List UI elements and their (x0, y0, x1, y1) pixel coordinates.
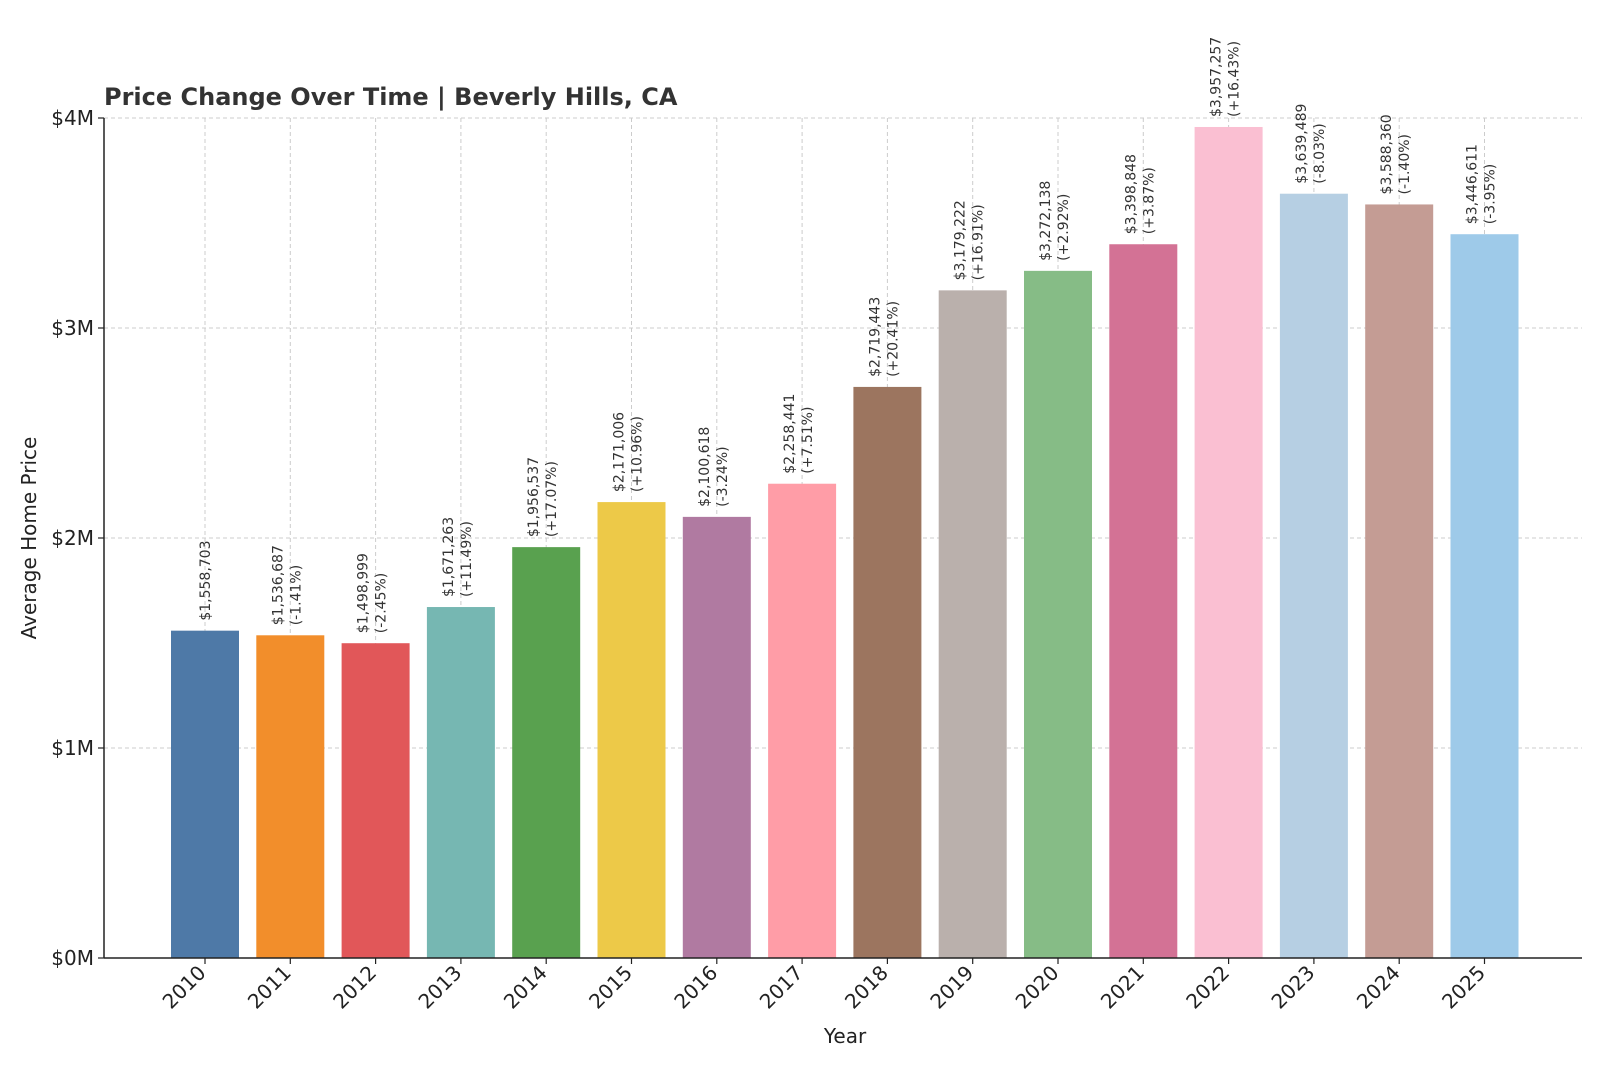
change-label-2020: (+2.92%) (1056, 194, 1072, 261)
bar-2016 (682, 516, 751, 958)
bar-2019 (938, 290, 1007, 958)
change-label-2019: (+16.91%) (971, 204, 987, 280)
change-label-2017: (+7.51%) (800, 407, 816, 474)
value-label-2020: $3,272,138 (1038, 181, 1054, 261)
change-label-2015: (+10.96%) (630, 416, 646, 492)
value-label-2011: $1,536,687 (270, 545, 286, 625)
x-tick-label-2023: 2023 (1266, 961, 1319, 1014)
value-label-2024: $3,588,360 (1379, 114, 1395, 194)
value-label-2016: $2,100,618 (697, 427, 713, 507)
bar-2010 (171, 630, 239, 958)
bar-2014 (512, 547, 581, 958)
bar-2022 (1194, 126, 1263, 959)
x-tick-label-2024: 2024 (1352, 961, 1405, 1014)
x-tick-label-2016: 2016 (669, 961, 722, 1014)
change-label-2013: (+11.49%) (459, 521, 475, 597)
change-label-2022: (+16.43%) (1227, 41, 1243, 117)
y-tick-label: $1M (51, 736, 94, 760)
value-label-2022: $3,957,257 (1209, 37, 1225, 117)
bar-2018 (853, 386, 922, 958)
change-label-2011: (-1.41%) (288, 565, 304, 625)
chart-title: Price Change Over Time | Beverly Hills, … (104, 83, 678, 111)
y-axis-title: Average Home Price (17, 437, 41, 640)
x-tick-label-2018: 2018 (840, 961, 893, 1014)
x-tick-label-2010: 2010 (158, 961, 211, 1014)
value-label-2012: $1,498,999 (356, 553, 372, 633)
change-label-2014: (+17.07%) (544, 461, 560, 537)
x-tick-label-2022: 2022 (1181, 961, 1234, 1014)
x-tick-label-2019: 2019 (925, 961, 978, 1014)
y-tick-label: $4M (51, 106, 94, 130)
bar-2023 (1279, 193, 1348, 959)
value-label-2021: $3,398,848 (1123, 154, 1139, 234)
change-label-2012: (-2.45%) (374, 573, 390, 633)
x-tick-label-2021: 2021 (1096, 961, 1149, 1014)
change-label-2023: (-8.03%) (1312, 123, 1328, 183)
x-tick-label-2012: 2012 (328, 961, 381, 1014)
bar-2013 (426, 607, 495, 958)
value-label-2019: $3,179,222 (953, 200, 969, 280)
change-label-2025: (-3.95%) (1483, 164, 1499, 224)
change-label-2016: (-3.24%) (715, 446, 731, 506)
x-tick-label-2017: 2017 (755, 961, 808, 1014)
value-label-2013: $1,671,263 (441, 517, 457, 597)
bar-2011 (256, 635, 325, 958)
bar-2015 (597, 502, 666, 958)
bar-2020 (1024, 270, 1092, 958)
value-label-2014: $1,956,537 (526, 457, 542, 537)
x-axis-title: Year (823, 1024, 867, 1048)
bar-2012 (341, 643, 410, 958)
x-tick-label-2014: 2014 (499, 961, 552, 1014)
y-tick-label: $0M (51, 946, 94, 970)
value-labels-layer: $1,558,703 $1,536,687 (-1.41%) $1,498,999 (-… (198, 37, 1499, 633)
bar-2024 (1365, 204, 1434, 958)
x-tick-label-2011: 2011 (243, 961, 296, 1014)
value-label-2017: $2,258,441 (782, 394, 798, 474)
value-label-2025: $3,446,611 (1465, 144, 1481, 224)
change-label-2024: (-1.40%) (1397, 134, 1413, 194)
bar-2017 (768, 483, 837, 958)
x-tick-label-2025: 2025 (1437, 961, 1490, 1014)
grid-layer (104, 117, 1582, 958)
value-label-2018: $2,719,443 (867, 297, 883, 377)
x-tick-label-2020: 2020 (1011, 961, 1064, 1014)
change-label-2018: (+20.41%) (885, 301, 901, 377)
change-label-2021: (+3.87%) (1141, 167, 1157, 234)
y-tick-label: $3M (51, 316, 94, 340)
value-label-2023: $3,639,489 (1294, 104, 1310, 184)
value-label-2010: $1,558,703 (198, 541, 214, 621)
bar-2025 (1450, 234, 1519, 959)
y-tick-label: $2M (51, 526, 94, 550)
x-tick-label-2013: 2013 (413, 961, 466, 1014)
x-tick-label-2015: 2015 (584, 961, 637, 1014)
bars-layer (171, 126, 1519, 959)
bar-2021 (1109, 244, 1178, 958)
value-label-2015: $2,171,006 (612, 412, 628, 492)
